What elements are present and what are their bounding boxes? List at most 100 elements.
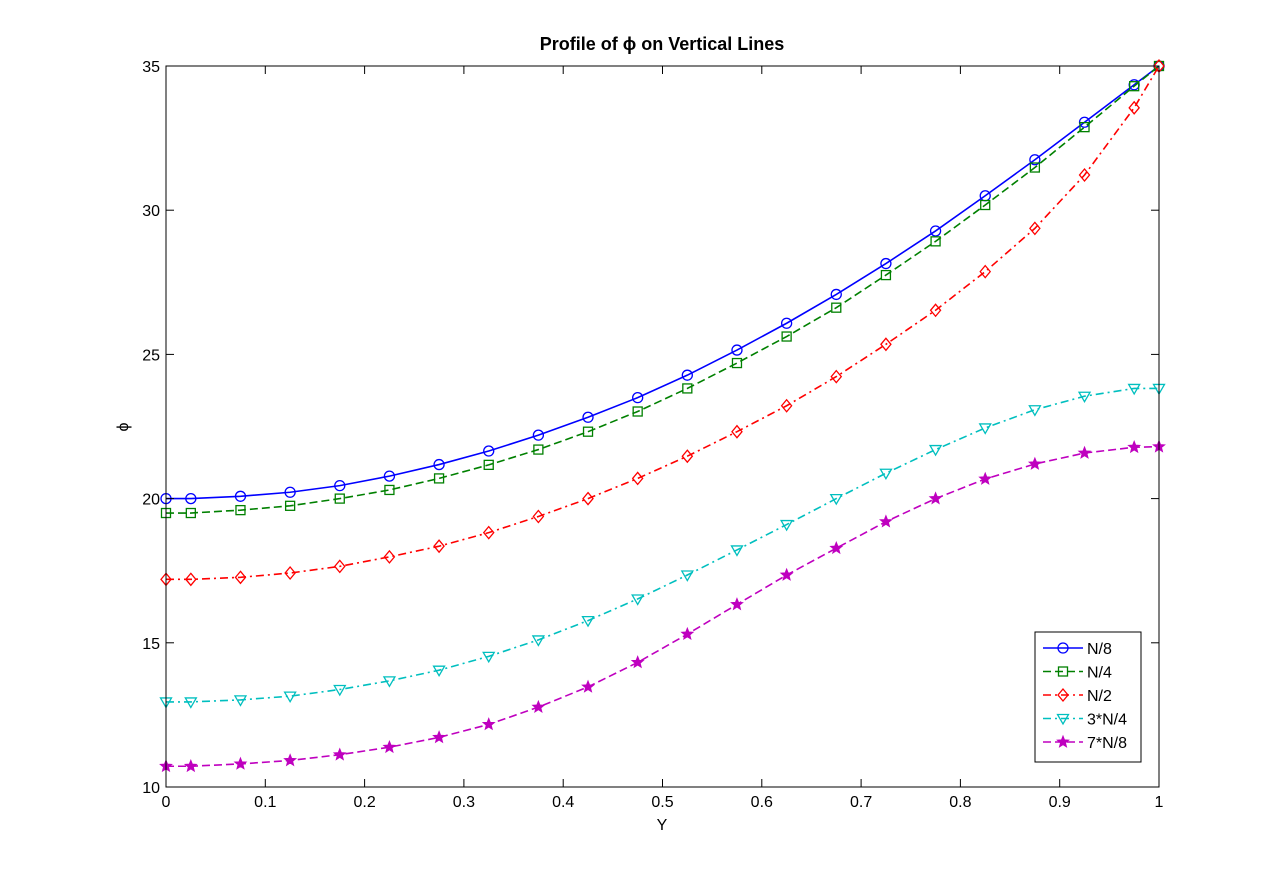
data-point: [334, 493, 345, 504]
data-point: [383, 470, 396, 482]
data-point: [185, 507, 196, 519]
series-line: [166, 65, 1160, 514]
data-point: [183, 758, 198, 773]
data-point: [1027, 456, 1042, 470]
data-point: [1029, 162, 1041, 173]
legend-marker: [1056, 734, 1070, 748]
data-point: [1079, 121, 1090, 133]
data-point: [283, 753, 298, 767]
legend-label: 7*N/8: [1087, 735, 1127, 752]
series-line: [166, 445, 1160, 768]
data-point: [334, 479, 346, 492]
data-point: [879, 468, 893, 481]
data-point: [581, 615, 595, 628]
data-point: [680, 570, 694, 582]
data-point: [779, 519, 794, 532]
data-point: [829, 493, 843, 506]
data-point: [582, 426, 594, 437]
data-point: [233, 695, 248, 707]
data-point: [781, 331, 792, 342]
data-point: [483, 459, 494, 471]
series-line: [166, 65, 1160, 581]
data-point: [1077, 391, 1092, 404]
legend-item: N/2: [1043, 687, 1112, 705]
data-point: [831, 302, 842, 313]
data-point: [283, 691, 297, 703]
data-point: [383, 549, 396, 564]
data-point: [680, 626, 695, 641]
data-point: [1029, 154, 1041, 166]
data-point: [979, 264, 992, 279]
x-tick-label: 0.1: [254, 794, 276, 811]
data-point: [234, 490, 247, 502]
legend-marker: [1057, 642, 1069, 654]
y-tick-label: 30: [142, 203, 160, 220]
data-point: [532, 429, 545, 441]
data-point: [581, 679, 595, 693]
x-tick-label: 0.7: [850, 794, 872, 811]
y-axis-ticks: 10 15 20 25 30 35: [142, 59, 1159, 797]
data-point: [978, 471, 993, 485]
series-1: [160, 60, 1165, 505]
data-point: [1028, 405, 1042, 417]
legend-box: [1034, 631, 1142, 763]
data-point: [382, 676, 397, 688]
data-point: [930, 236, 941, 247]
data-point: [731, 357, 743, 369]
data-point: [432, 730, 446, 744]
x-tick-label: 0.5: [651, 794, 673, 811]
data-point: [284, 500, 296, 511]
series-line: [166, 65, 1160, 500]
series-2: [160, 60, 1165, 519]
data-point: [630, 655, 645, 669]
data-point: [730, 597, 744, 611]
data-point: [929, 225, 942, 237]
data-point: [632, 406, 643, 417]
data-point: [879, 514, 893, 528]
data-point: [382, 739, 397, 754]
data-point: [980, 199, 991, 211]
data-point: [483, 445, 495, 457]
chart-title: Profile of ϕ on Vertical Lines: [540, 34, 785, 54]
data-point: [978, 423, 992, 435]
legend-label: N/8: [1087, 641, 1112, 658]
data-point: [731, 424, 743, 439]
data-point: [780, 317, 793, 329]
data-point: [234, 570, 247, 585]
plot-background: [166, 66, 1159, 787]
data-point: [1128, 100, 1141, 115]
data-point: [184, 572, 197, 587]
x-axis-ticks: 0 0.1 0.2 0.3 0.4 0.5 0.6 0.7 0.8 0.9 1: [162, 66, 1164, 811]
data-point: [779, 567, 794, 581]
x-tick-label: 0.8: [949, 794, 971, 811]
data-point: [880, 269, 892, 281]
data-point: [332, 747, 347, 761]
data-point: [880, 337, 892, 352]
x-axis-label: Y: [657, 817, 668, 834]
data-point: [1129, 81, 1140, 92]
y-tick-label: 15: [142, 636, 160, 653]
data-point: [284, 565, 296, 581]
data-point: [829, 540, 844, 555]
data-point: [433, 473, 445, 484]
data-point: [682, 383, 693, 394]
data-point: [1127, 383, 1141, 396]
data-point: [531, 635, 546, 647]
series-5: [159, 439, 1166, 773]
legend-label: N/4: [1087, 665, 1112, 682]
data-point: [533, 444, 544, 455]
legend-marker: [1057, 666, 1069, 677]
data-point: [631, 594, 645, 606]
x-tick-label: 0.4: [552, 794, 574, 811]
data-point: [333, 559, 346, 574]
data-point: [185, 492, 197, 505]
data-point: [433, 458, 445, 471]
data-point: [681, 449, 694, 464]
x-tick-label: 0.6: [751, 794, 773, 811]
data-point: [1029, 221, 1041, 236]
data-point: [632, 392, 644, 404]
data-point: [631, 471, 644, 486]
y-tick-label: 35: [142, 59, 160, 76]
data-point: [780, 398, 793, 413]
